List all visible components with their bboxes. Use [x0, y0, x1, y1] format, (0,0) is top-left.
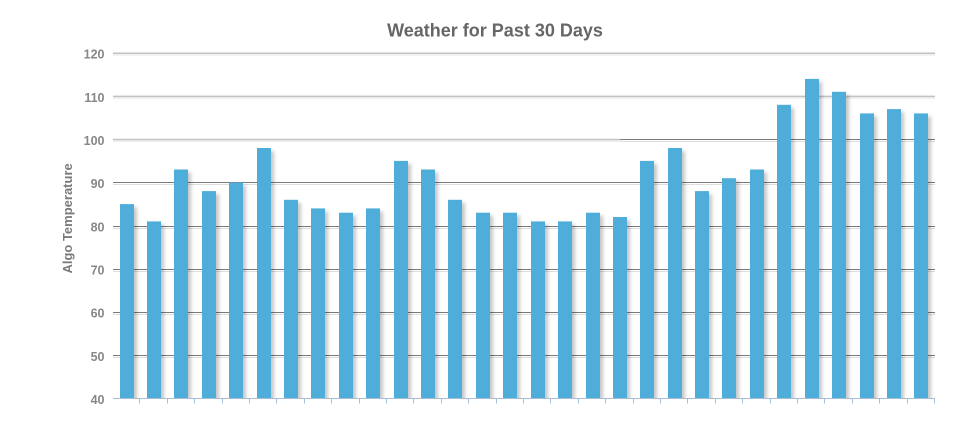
- svg-text:40: 40: [91, 393, 105, 407]
- svg-text:100: 100: [84, 134, 105, 148]
- svg-text:70: 70: [91, 264, 105, 278]
- svg-text:90: 90: [91, 177, 105, 191]
- svg-text:60: 60: [91, 307, 105, 321]
- svg-text:80: 80: [91, 220, 105, 234]
- svg-text:Weather for Past 30 Days: Weather for Past 30 Days: [387, 20, 603, 40]
- svg-text:110: 110: [84, 91, 104, 105]
- svg-text:50: 50: [91, 350, 105, 364]
- svg-text:Algo Temperature: Algo Temperature: [60, 163, 75, 273]
- svg-text:120: 120: [84, 48, 105, 62]
